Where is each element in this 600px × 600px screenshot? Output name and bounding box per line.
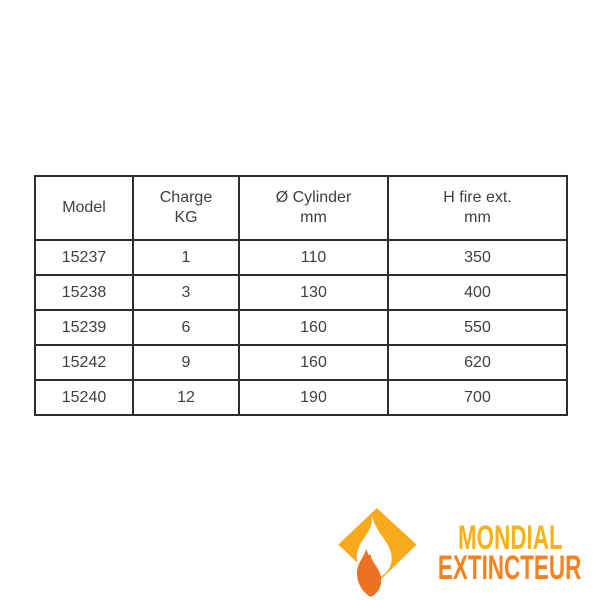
brand-logo: MONDIAL EXTINCTEUR bbox=[334, 506, 592, 600]
cell-model: 15239 bbox=[34, 309, 134, 346]
column-header-height: H fire ext. mm bbox=[387, 175, 568, 241]
header-line: mm bbox=[464, 209, 491, 226]
table-row: 15242 9 160 620 bbox=[34, 344, 568, 381]
table-row: 15240 12 190 700 bbox=[34, 379, 568, 416]
cell-height: 350 bbox=[387, 239, 568, 276]
cell-model: 15242 bbox=[34, 344, 134, 381]
cell-charge: 1 bbox=[132, 239, 240, 276]
cell-model: 15240 bbox=[34, 379, 134, 416]
table-row: 15238 3 130 400 bbox=[34, 274, 568, 311]
cell-height: 620 bbox=[387, 344, 568, 381]
cell-model: 15238 bbox=[34, 274, 134, 311]
table-row: 15239 6 160 550 bbox=[34, 309, 568, 346]
header-line: Model bbox=[62, 199, 106, 216]
cell-charge: 3 bbox=[132, 274, 240, 311]
table-row: 15237 1 110 350 bbox=[34, 239, 568, 276]
cell-cylinder: 190 bbox=[238, 379, 389, 416]
cell-height: 400 bbox=[387, 274, 568, 311]
cell-height: 700 bbox=[387, 379, 568, 416]
brand-name-line2: EXTINCTEUR bbox=[438, 549, 582, 587]
cell-charge: 9 bbox=[132, 344, 240, 381]
cell-model: 15237 bbox=[34, 239, 134, 276]
cell-cylinder: 160 bbox=[238, 309, 389, 346]
spec-table: Model Charge KG Ø Cylinder mm H fire ext… bbox=[34, 175, 568, 416]
flame-diamond-icon bbox=[334, 506, 426, 600]
cell-cylinder: 130 bbox=[238, 274, 389, 311]
cell-cylinder: 110 bbox=[238, 239, 389, 276]
column-header-cylinder: Ø Cylinder mm bbox=[238, 175, 389, 241]
cell-charge: 6 bbox=[132, 309, 240, 346]
header-line: Charge bbox=[159, 189, 213, 206]
column-header-charge: Charge KG bbox=[132, 175, 240, 241]
cell-cylinder: 160 bbox=[238, 344, 389, 381]
table-header-row: Model Charge KG Ø Cylinder mm H fire ext… bbox=[34, 175, 568, 241]
header-line: mm bbox=[300, 209, 327, 226]
header-line: H fire ext. bbox=[443, 189, 512, 206]
cell-height: 550 bbox=[387, 309, 568, 346]
header-line: Ø Cylinder bbox=[275, 189, 352, 206]
header-line: KG bbox=[174, 209, 198, 226]
brand-wordmark: MONDIAL EXTINCTEUR bbox=[428, 519, 592, 587]
brand-name-line1: MONDIAL bbox=[457, 519, 563, 557]
cell-charge: 12 bbox=[132, 379, 240, 416]
column-header-model: Model bbox=[34, 175, 134, 241]
